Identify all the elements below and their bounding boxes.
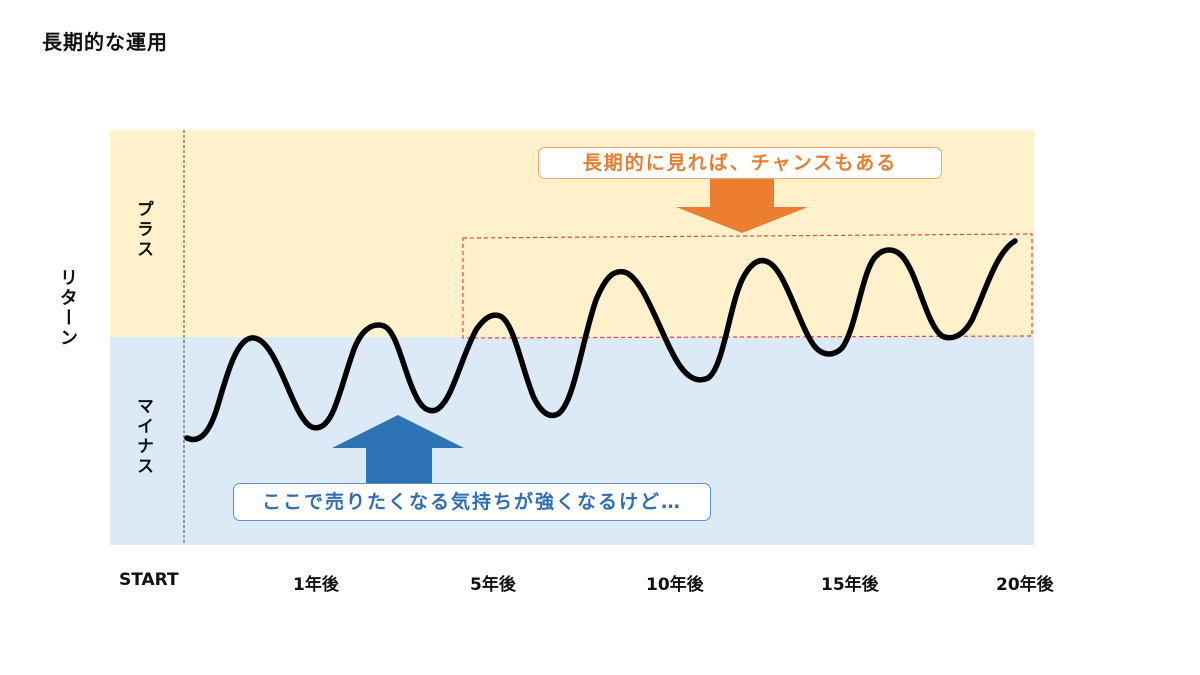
sell-urge-callout: ここで売りたくなる気持ちが強くなるけど… [233,483,711,521]
x-tick-20y: 20年後 [996,575,1054,595]
x-tick-10y: 10年後 [646,575,704,595]
chance-callout: 長期的に見れば、チャンスもある [538,147,942,179]
minus-zone-label: マイナス [133,397,153,477]
blue-up-arrow-icon [332,415,464,483]
orange-down-arrow-icon [676,179,808,233]
x-tick-15y: 15年後 [821,575,879,595]
plus-zone-label: プラス [133,200,153,260]
return-curve [184,238,1018,443]
page-title: 長期的な運用 [42,30,168,54]
x-tick-5y: 5年後 [470,575,516,595]
x-tick-1y: 1年後 [293,575,339,595]
y-axis-label: リターン [57,268,78,348]
x-tick-start: START [119,570,179,590]
highlight-box [462,233,1033,339]
